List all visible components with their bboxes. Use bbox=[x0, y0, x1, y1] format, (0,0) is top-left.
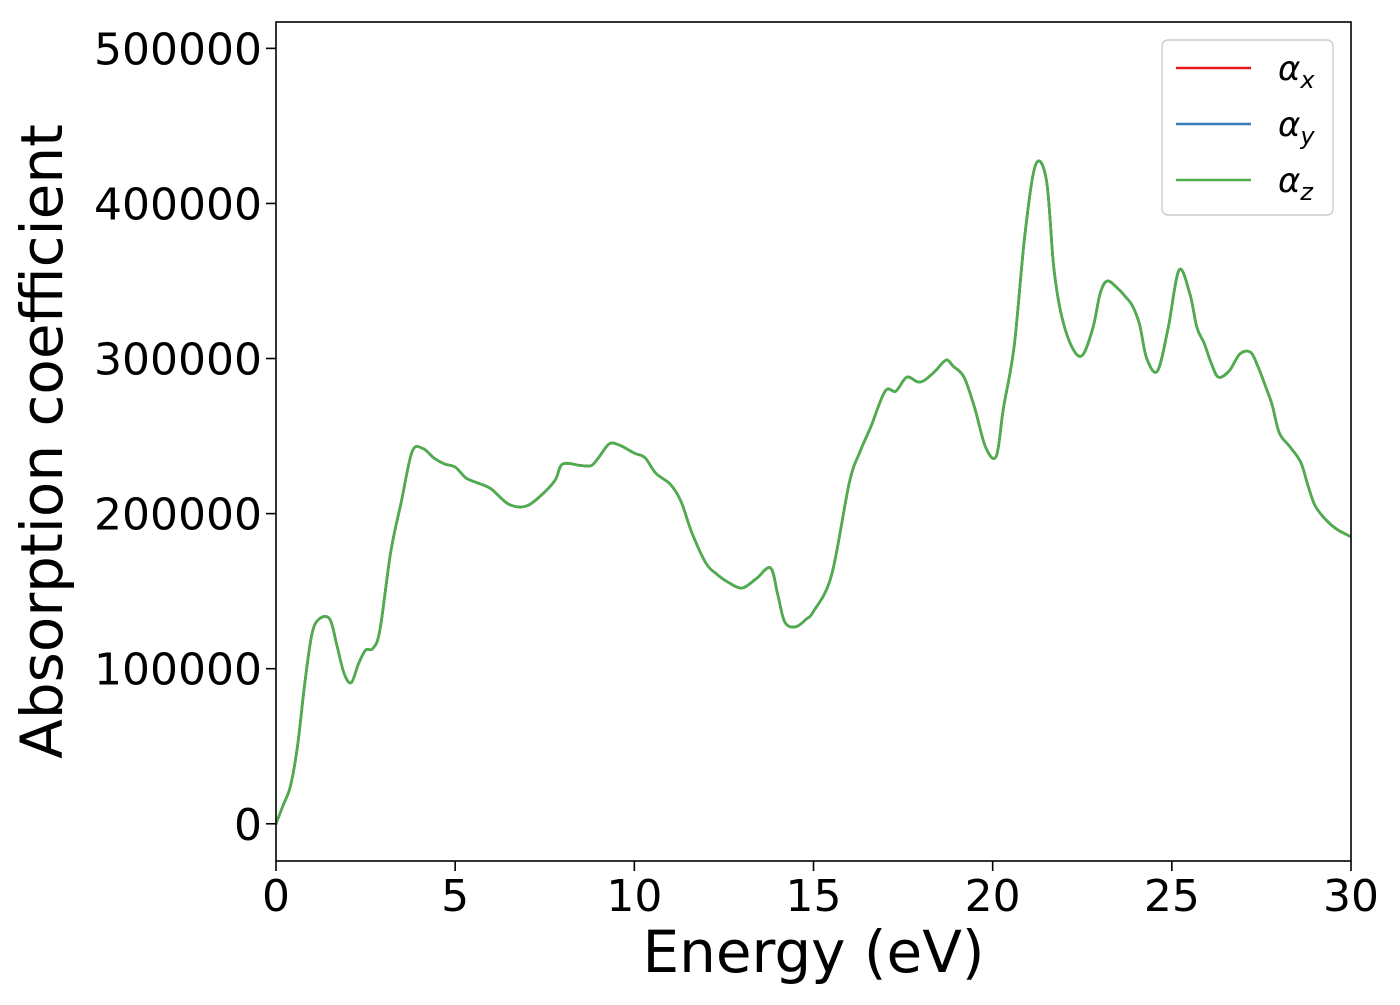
y-tick-label: 500000 bbox=[94, 24, 262, 75]
legend-subscript: x bbox=[1299, 66, 1315, 94]
x-tick-label: 20 bbox=[965, 871, 1021, 922]
x-tick-label: 5 bbox=[441, 871, 469, 922]
y-tick-label: 100000 bbox=[94, 645, 262, 696]
y-axis-label: Absorption coefficient bbox=[8, 124, 76, 759]
series-line-alpha-z bbox=[276, 159, 1351, 826]
plot-area bbox=[276, 159, 1351, 826]
x-axis-label: Energy (eV) bbox=[642, 918, 984, 986]
y-tick-label: 0 bbox=[234, 800, 262, 851]
x-tick-label: 15 bbox=[786, 871, 842, 922]
legend-box bbox=[1161, 39, 1334, 216]
x-tick-label: 30 bbox=[1323, 871, 1379, 922]
y-axis: 0 100000 200000 300000 400000 500000 bbox=[94, 24, 276, 851]
x-tick-label: 10 bbox=[606, 871, 662, 922]
legend-symbol: α bbox=[1278, 49, 1300, 89]
legend-subscript: z bbox=[1299, 178, 1314, 206]
x-tick-label: 0 bbox=[262, 871, 290, 922]
legend-label: αz bbox=[1278, 161, 1314, 206]
y-tick-label: 300000 bbox=[94, 335, 262, 386]
plot-frame bbox=[275, 21, 1352, 862]
legend-subscript: y bbox=[1299, 122, 1315, 150]
legend-label: αx bbox=[1278, 49, 1315, 94]
legend-symbol: α bbox=[1278, 161, 1300, 201]
y-tick-label: 400000 bbox=[94, 179, 262, 230]
legend-label: αy bbox=[1278, 105, 1315, 150]
legend-symbol: α bbox=[1278, 105, 1300, 145]
y-tick-label: 200000 bbox=[94, 490, 262, 541]
x-axis: 0 5 10 15 20 25 30 bbox=[262, 861, 1379, 922]
x-tick-label: 25 bbox=[1144, 871, 1200, 922]
